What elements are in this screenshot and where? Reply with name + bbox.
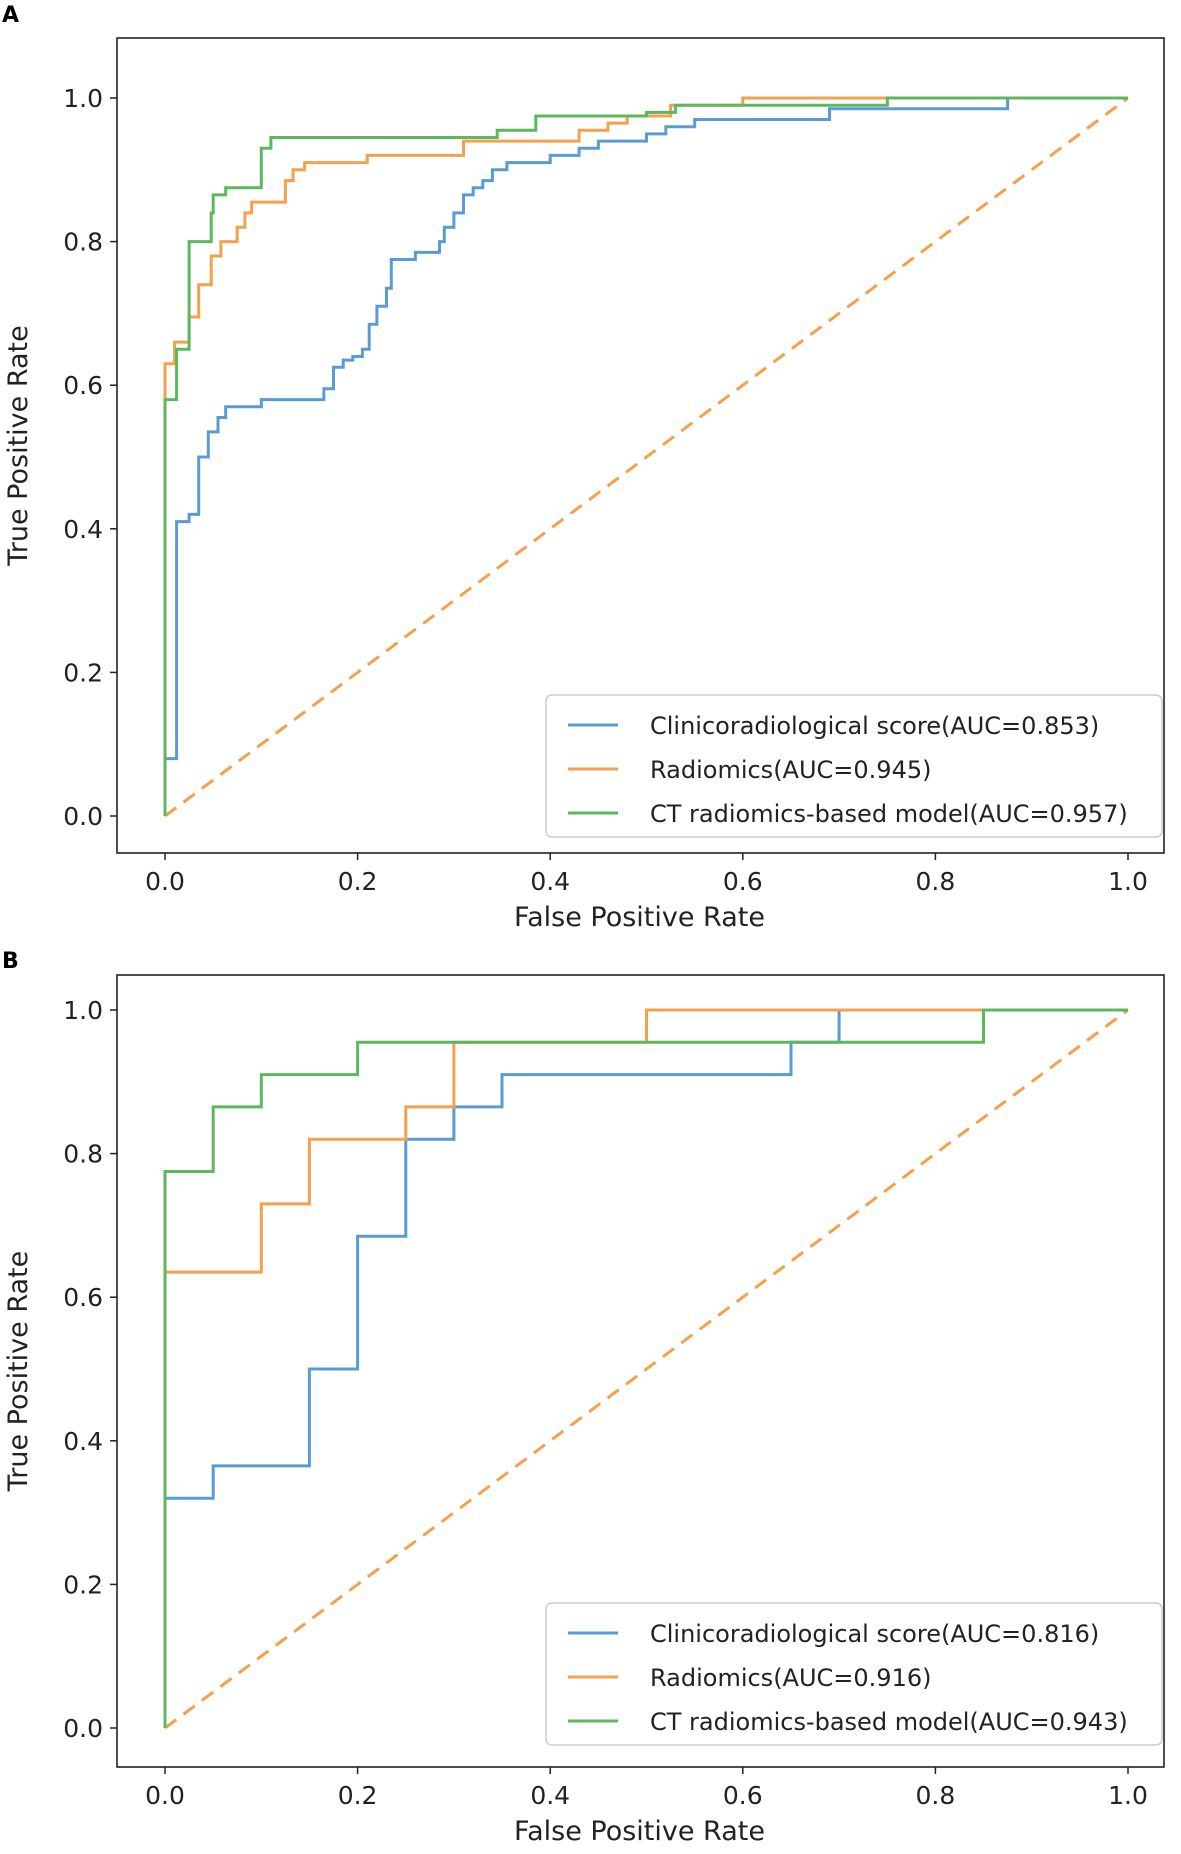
plot-frame (116, 37, 1165, 854)
panel-letter: A (2, 3, 19, 28)
legend-entry-label: Radiomics(AUC=0.945) (650, 756, 931, 784)
x-tick-label: 1.0 (1108, 1781, 1148, 1810)
x-axis-label: False Positive Rate (514, 1816, 765, 1847)
legend-box (545, 694, 1163, 838)
x-tick-label: 0.6 (723, 867, 763, 896)
y-tick-label: 0.8 (63, 1140, 103, 1169)
y-axis-label: True Positive Rate (3, 325, 34, 567)
x-tick-label: 0.8 (916, 1781, 956, 1810)
legend: Clinicoradiological score(AUC=0.816) Radi… (545, 1602, 1163, 1746)
legend-entry-label: Radiomics(AUC=0.916) (650, 1664, 931, 1692)
y-tick-label: 1.0 (63, 84, 103, 113)
x-tick-label: 0.0 (145, 1781, 185, 1810)
legend-entry-label: CT radiomics-based model(AUC=0.957) (650, 800, 1128, 828)
y-tick-label: 0.0 (63, 802, 103, 831)
y-tick-label: 0.2 (63, 1570, 103, 1599)
roc-curve-series-3 (163, 96, 1128, 816)
roc-curve-series-2 (163, 96, 1128, 816)
legend-entry-label: Clinicoradiological score(AUC=0.853) (650, 712, 1099, 740)
x-tick-label: 0.8 (916, 867, 956, 896)
legend-box (545, 1602, 1163, 1746)
y-tick-label: 1.0 (63, 996, 103, 1025)
y-tick-label: 0.0 (63, 1714, 103, 1743)
y-tick-label: 0.2 (63, 658, 103, 687)
legend-entry-label: Clinicoradiological score(AUC=0.816) (650, 1620, 1099, 1648)
y-tick-label: 0.6 (63, 1283, 103, 1312)
x-tick-label: 0.4 (530, 867, 570, 896)
plot-frame (116, 974, 1165, 1768)
x-axis-label: False Positive Rate (514, 902, 765, 933)
y-tick-label: 0.4 (63, 1427, 103, 1456)
x-tick-label: 0.6 (723, 1781, 763, 1810)
y-tick-label: 0.8 (63, 228, 103, 257)
roc-curve-series-1 (163, 96, 1128, 816)
panel-a: A 0.0 0.2 0.4 0.6 0.8 1.0 0.0 0.2 0.4 0.6 0.8 1.0 Fal… (2, 3, 1165, 933)
x-tick-label: 0.0 (145, 867, 185, 896)
y-tick-label: 0.6 (63, 371, 103, 400)
panel-letter: B (2, 949, 19, 974)
x-tick-label: 1.0 (1108, 867, 1148, 896)
chance-reference-line (164, 96, 1129, 818)
x-tick-label: 0.2 (338, 1781, 378, 1810)
legend: Clinicoradiological score(AUC=0.853) Radi… (545, 694, 1163, 838)
y-axis-label: True Positive Rate (3, 1251, 34, 1493)
x-tick-label: 0.2 (338, 867, 378, 896)
chance-reference-line (164, 1008, 1129, 1730)
panel-b: B 0.0 0.2 0.4 0.6 0.8 1.0 0.0 0.2 0.4 0.6 0.8 1.0 Fal… (2, 949, 1165, 1847)
x-tick-label: 0.4 (530, 1781, 570, 1810)
roc-curve-series-3 (163, 1008, 1128, 1728)
y-tick-label: 0.4 (63, 515, 103, 544)
legend-entry-label: CT radiomics-based model(AUC=0.943) (650, 1708, 1128, 1736)
